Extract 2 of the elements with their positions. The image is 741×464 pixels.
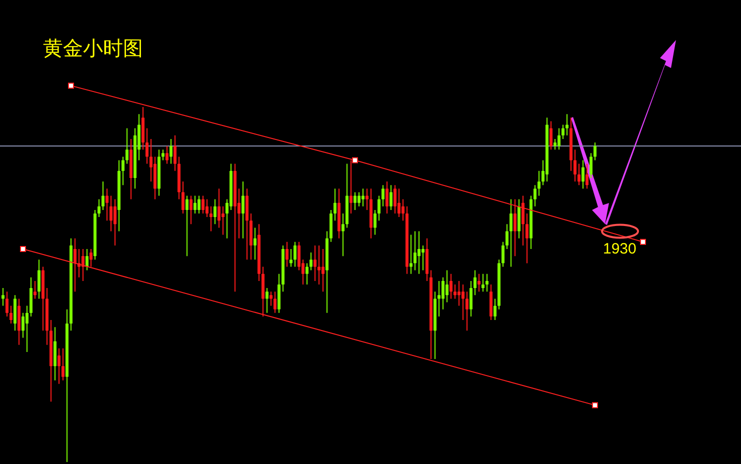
- title: 黄金小时图: [43, 36, 143, 60]
- annotation: 1930: [603, 240, 636, 258]
